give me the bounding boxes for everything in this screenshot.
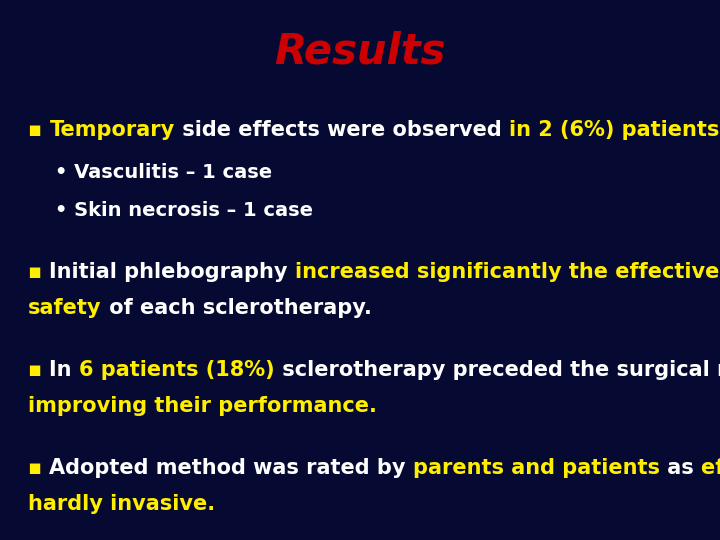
Text: • Vasculitis – 1 case: • Vasculitis – 1 case: [55, 163, 272, 181]
Text: ▪: ▪: [28, 360, 50, 380]
Text: 6 patients (18%): 6 patients (18%): [79, 360, 275, 380]
Text: in 2 (6%) patients.: in 2 (6%) patients.: [508, 120, 720, 140]
Text: In: In: [50, 360, 79, 380]
Text: Adopted method was rated by: Adopted method was rated by: [50, 458, 413, 478]
Text: side effects were observed: side effects were observed: [175, 120, 508, 140]
Text: effective and: effective and: [701, 458, 720, 478]
Text: improving their performance.: improving their performance.: [28, 396, 377, 416]
Text: Temporary: Temporary: [50, 120, 175, 140]
Text: increased significantly the effectiveness and: increased significantly the effectivenes…: [295, 262, 720, 282]
Text: • Skin necrosis – 1 case: • Skin necrosis – 1 case: [55, 200, 313, 219]
Text: ▪: ▪: [28, 120, 50, 140]
Text: Results: Results: [274, 31, 446, 73]
Text: of each sclerotherapy.: of each sclerotherapy.: [102, 298, 372, 318]
Text: parents and patients: parents and patients: [413, 458, 660, 478]
Text: ▪: ▪: [28, 458, 50, 478]
Text: ▪: ▪: [28, 262, 50, 282]
Text: hardly invasive.: hardly invasive.: [28, 494, 215, 514]
Text: sclerotherapy preceded the surgical resection: sclerotherapy preceded the surgical rese…: [275, 360, 720, 380]
Text: Initial phlebography: Initial phlebography: [50, 262, 295, 282]
Text: safety: safety: [28, 298, 102, 318]
Text: as: as: [660, 458, 701, 478]
